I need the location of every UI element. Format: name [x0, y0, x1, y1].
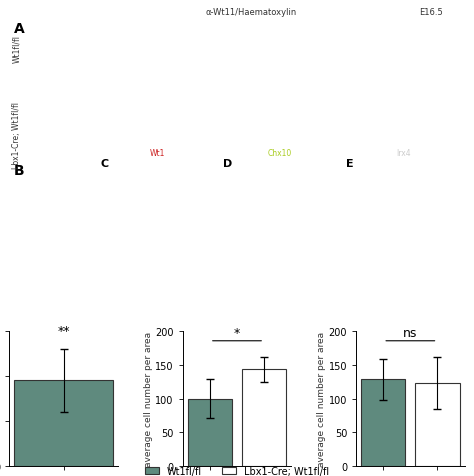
Bar [415, 383, 460, 466]
Text: E: E [346, 159, 354, 169]
Bar [242, 369, 286, 466]
Text: Wt1fl/fl: Wt1fl/fl [12, 35, 21, 63]
Text: ns: ns [403, 327, 418, 340]
Text: C: C [100, 159, 109, 169]
Legend: Wt1fl/fl, Lbx1-Cre; Wt1fl/fl: Wt1fl/fl, Lbx1-Cre; Wt1fl/fl [141, 462, 333, 476]
Bar [188, 399, 232, 466]
Text: *: * [234, 327, 240, 340]
Text: A: A [14, 22, 25, 36]
Text: **: ** [57, 325, 70, 337]
Bar [361, 380, 405, 466]
Bar [14, 381, 113, 466]
Text: Lbx1-Cre; Wt1fl/fl: Lbx1-Cre; Wt1fl/fl [12, 102, 21, 169]
Y-axis label: average cell number per area: average cell number per area [144, 331, 153, 466]
Y-axis label: average cell number per area: average cell number per area [317, 331, 326, 466]
Text: B: B [14, 164, 25, 178]
Text: D: D [223, 159, 233, 169]
